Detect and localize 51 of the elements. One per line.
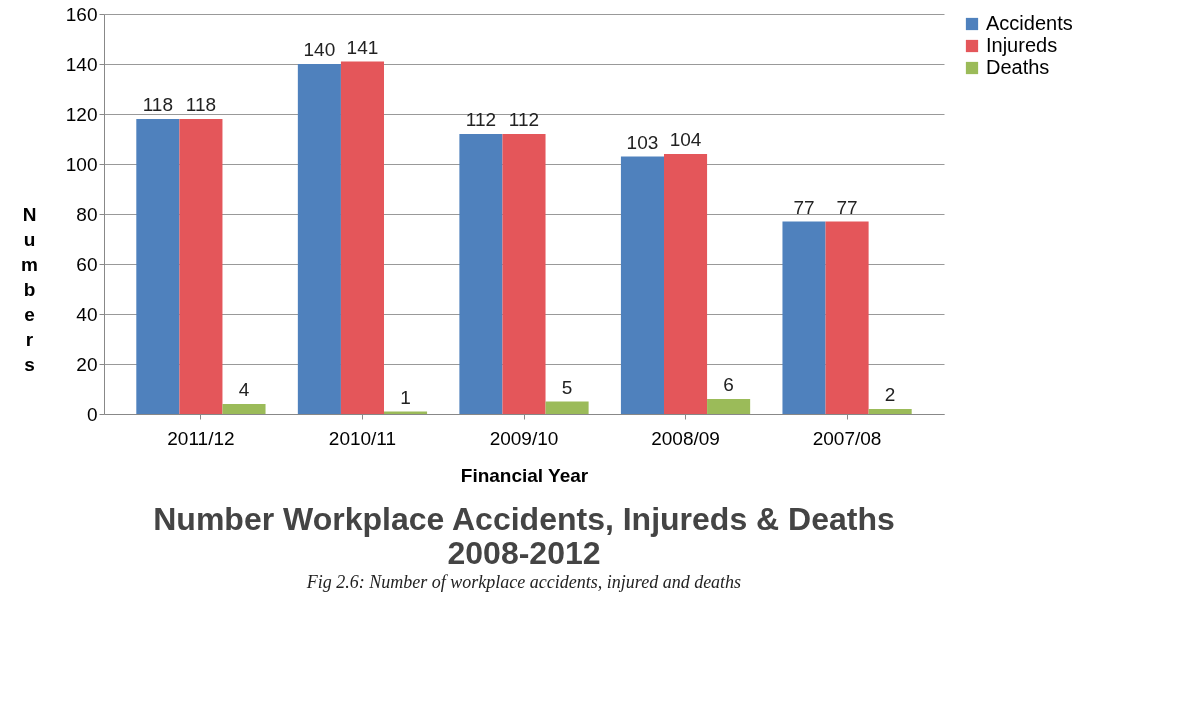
bar	[664, 154, 708, 414]
bar	[502, 134, 546, 414]
bar	[545, 401, 589, 414]
y-tick-label: 140	[65, 53, 98, 75]
y-tick-label: 0	[86, 403, 98, 425]
text: 2008-2012	[447, 535, 601, 571]
x-tick-label: 2011/12	[167, 427, 235, 449]
bar	[825, 221, 869, 414]
y-tick-label: 20	[76, 353, 98, 375]
data-label: 6	[723, 374, 734, 395]
bar	[459, 134, 503, 414]
y-tick-label: 60	[76, 253, 98, 275]
data-label: 104	[669, 129, 702, 150]
bar	[707, 399, 751, 414]
y-tick-label: 80	[76, 203, 98, 225]
bar	[340, 61, 384, 414]
data-label: 2	[884, 384, 896, 405]
text: Number Workplace Accidents, Injureds & Deaths	[153, 501, 895, 537]
x-axis-title: Financial Year	[460, 464, 589, 486]
bar	[222, 404, 266, 414]
data-label: 141	[346, 36, 379, 58]
bar	[297, 64, 341, 414]
bar	[782, 221, 826, 414]
data-label: 5	[561, 376, 573, 398]
legend-label: Deaths	[986, 56, 1050, 78]
legend-label: Accidents	[986, 12, 1073, 34]
bar	[179, 119, 223, 414]
data-label: 118	[185, 94, 217, 115]
x-tick-label: 2007/08	[812, 427, 882, 449]
y-tick-label: 100	[65, 153, 98, 175]
bar	[868, 409, 912, 414]
x-tick-label: 2010/11	[328, 427, 397, 449]
data-label: 77	[793, 196, 815, 218]
data-label: 112	[508, 109, 540, 130]
legend-label: Injureds	[986, 34, 1058, 56]
y-tick-label: 120	[65, 103, 98, 125]
data-label: 1	[400, 386, 411, 408]
bar	[620, 156, 664, 414]
data-label: 77	[836, 196, 858, 218]
x-tick-label: 2009/10	[489, 427, 559, 449]
data-label: 103	[626, 131, 659, 153]
y-tick-label: 160	[65, 3, 98, 25]
data-label: 4	[238, 379, 250, 400]
caption: Fig 2.6: Number of workplace accidents, injured and deaths	[305, 572, 742, 592]
data-label: 140	[303, 39, 336, 60]
data-label: 118	[142, 94, 173, 115]
bar	[136, 119, 180, 414]
data-label: 112	[465, 109, 497, 130]
y-axis-title: Numbers	[21, 203, 38, 375]
x-tick-label: 2008/09	[651, 427, 720, 449]
y-tick-label: 40	[76, 303, 98, 325]
